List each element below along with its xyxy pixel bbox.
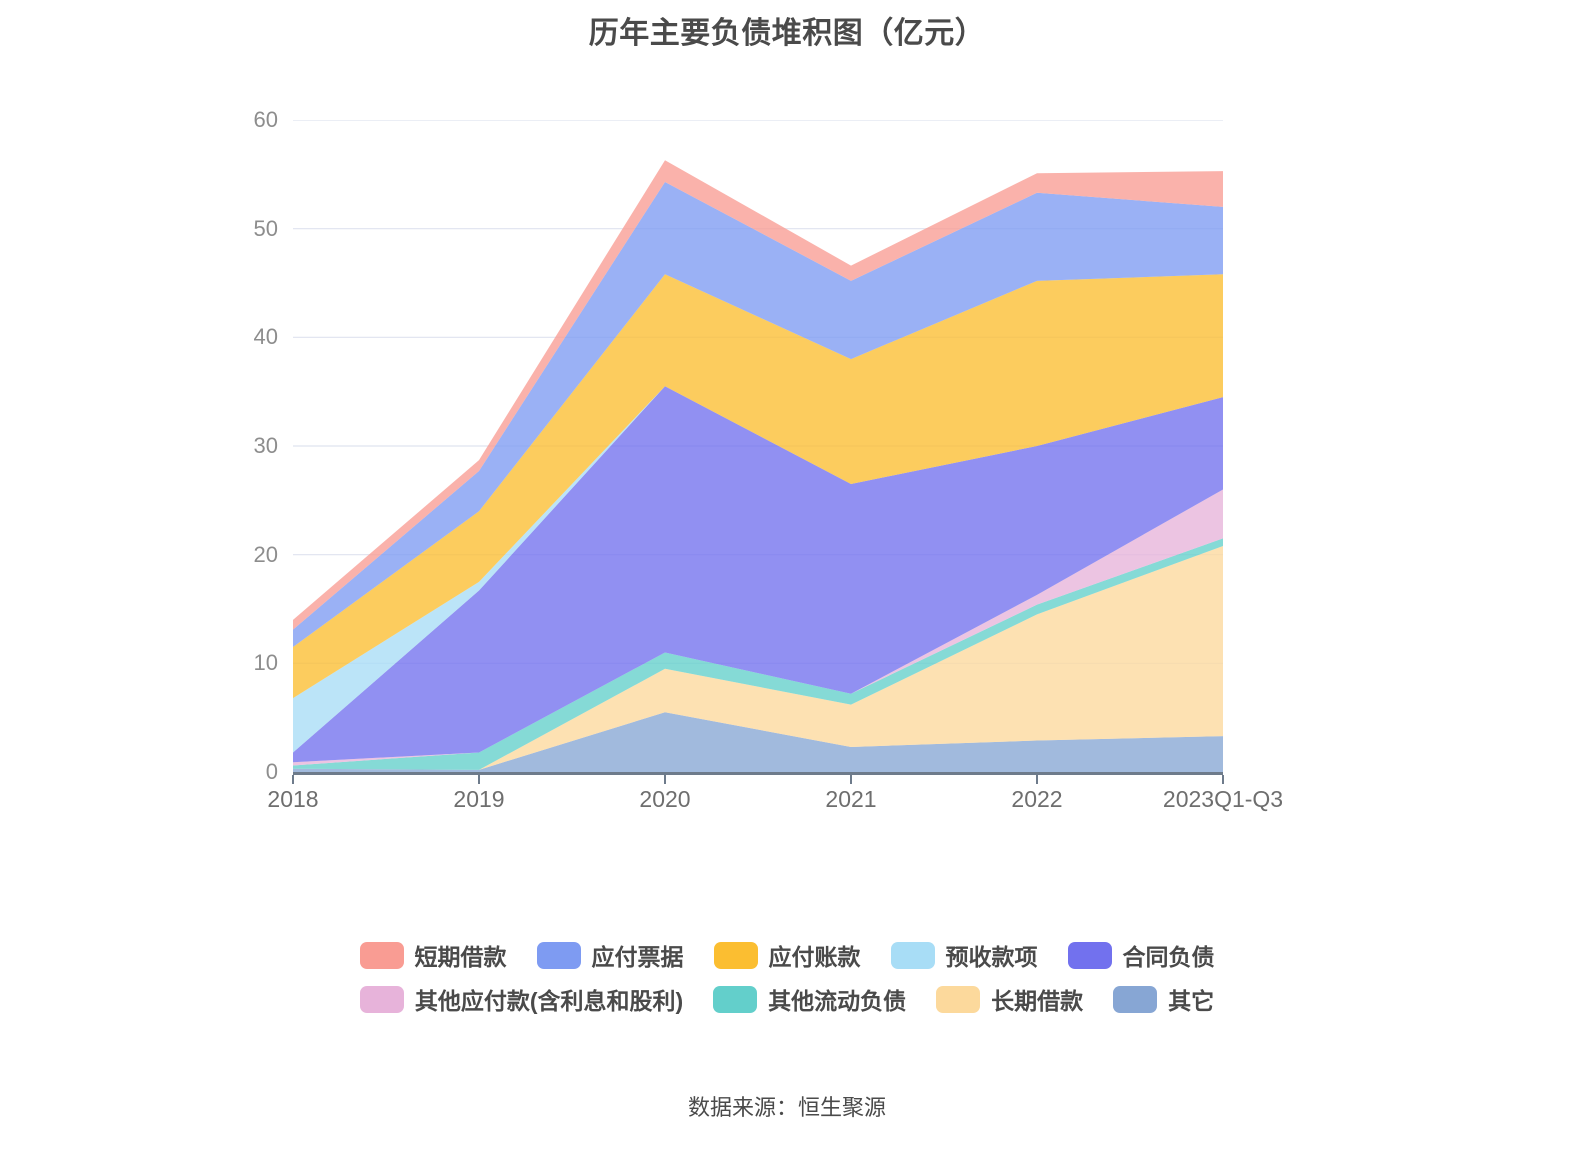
x-axis-tick-mark [850,775,852,784]
legend-item-label: 应付票据 [591,944,684,970]
area-series [293,181,1223,648]
legend-item-label: 预收款项 [945,944,1038,970]
x-axis-tick-mark [478,775,480,784]
chart-title: 历年主要负债堆积图（亿元） [588,17,986,50]
legend-swatch [713,941,758,969]
x-axis-tick-mark [1036,775,1038,784]
legend-item[interactable]: 应付账款 [713,938,861,972]
legend-item[interactable]: 应付票据 [536,938,684,972]
x-axis-tick-label: 2020 [639,786,691,812]
y-axis-tick-label: 0 [265,759,278,784]
x-axis-tick-label: 2023Q1-Q3 [1162,786,1284,812]
area-series [293,386,1223,763]
chart-legend: 短期借款 应付票据 应付账款 预收款项 合同负债 其他应付款(含利息和股利) 其他流动负债… [0,938,1574,1026]
legend-swatch [536,941,581,969]
legend-item[interactable]: 长期借款 [936,982,1083,1016]
stacked-area-svg [293,120,1223,772]
x-axis-tick-label: 2018 [267,786,319,812]
plot-area [293,120,1223,772]
legend-item-label: 合同负债 [1122,944,1215,970]
x-axis-tick-mark [292,775,294,784]
area-series [293,712,1223,772]
y-axis-tick-label: 60 [253,107,278,132]
legend-item-label: 短期借款 [414,944,507,970]
area-layers [293,160,1223,772]
y-axis-tick-label: 20 [253,541,278,567]
x-axis-line [293,772,1223,775]
area-series [293,545,1223,770]
x-axis-tick-label: 2019 [453,786,505,812]
x-axis-tick-label: 2021 [825,786,877,812]
legend-item[interactable]: 其他流动负债 [713,982,906,1016]
legend-item-label: 其它 [1168,988,1215,1014]
legend-item[interactable]: 合同负债 [1067,938,1215,972]
legend-swatch [359,985,404,1013]
legend-item-label: 长期借款 [991,988,1084,1014]
legend-item-label: 其他流动负债 [768,988,907,1014]
y-axis-tick-label: 50 [253,215,278,241]
legend-item[interactable]: 预收款项 [890,938,1038,972]
legend-row-secondary: 其他应付款(含利息和股利) 其他流动负债 长期借款 其它 [0,982,1574,1016]
legend-swatch [936,985,981,1013]
y-axis-tick-label: 10 [253,650,278,676]
area-series [293,274,1223,699]
legend-item-label: 应付账款 [768,944,861,970]
legend-swatch [1113,985,1158,1013]
x-axis-tick-label: 2022 [1011,786,1063,812]
legend-swatch [359,941,404,969]
legend-swatch [1067,941,1112,969]
legend-swatch [713,985,758,1013]
y-axis-tick-label: 30 [253,433,278,458]
legend-row-primary: 短期借款 应付票据 应付账款 预收款项 合同负债 [0,938,1574,972]
legend-item[interactable]: 其他应付款(含利息和股利) [359,982,684,1016]
x-axis-tick-mark [1222,775,1224,784]
x-axis-tick-mark [664,775,666,784]
legend-item[interactable]: 其它 [1113,982,1214,1016]
legend-item-label: 其他应付款(含利息和股利) [414,988,684,1014]
legend-item[interactable]: 短期借款 [359,938,507,972]
legend-swatch [890,941,935,969]
y-axis-tick-label: 40 [253,324,278,350]
data-source-note: 数据来源：恒生聚源 [687,1095,886,1120]
